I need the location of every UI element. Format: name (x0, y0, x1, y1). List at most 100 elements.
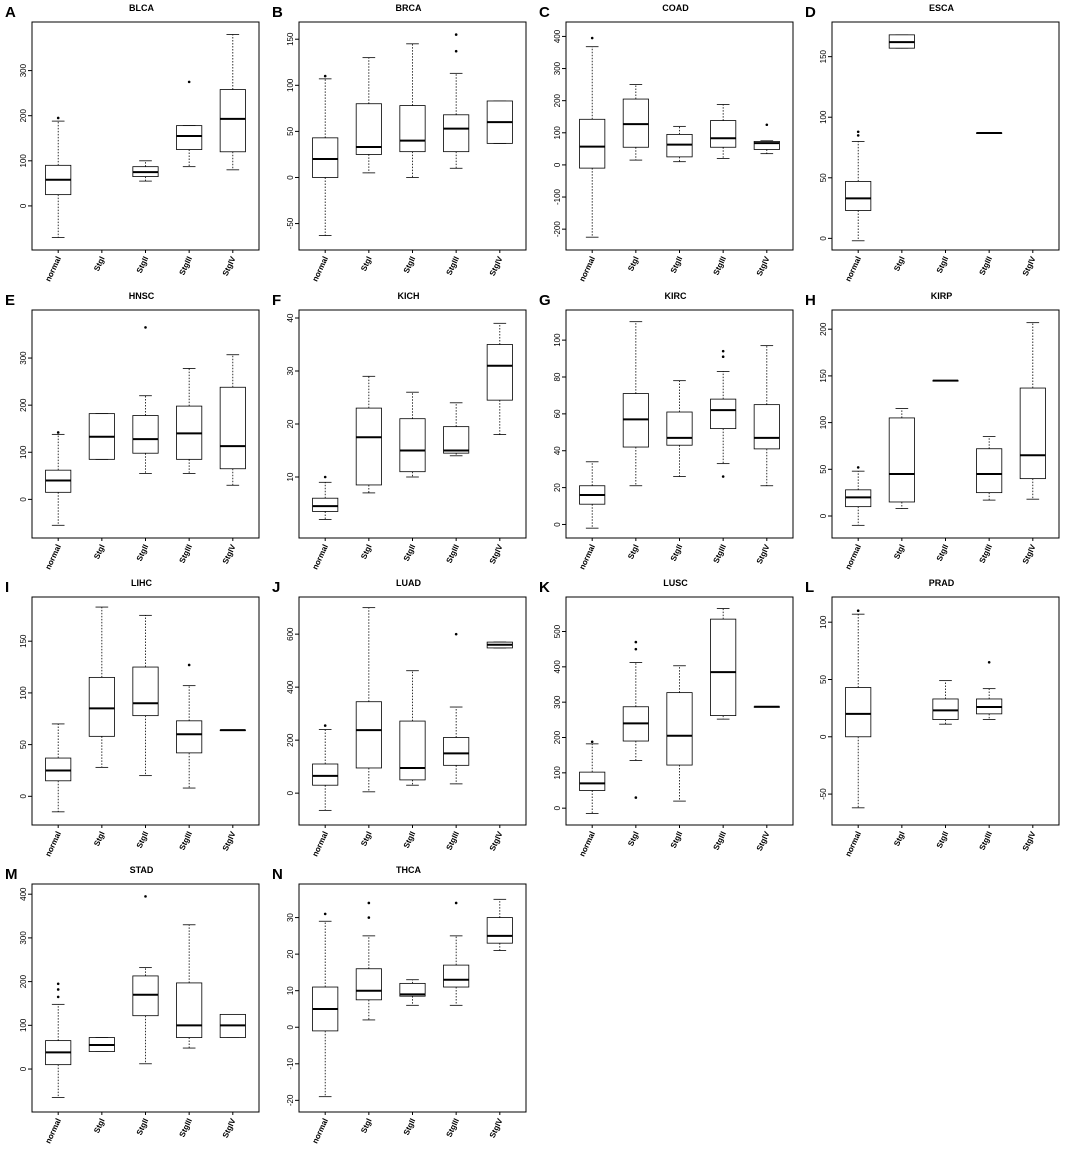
iqr-box (355, 407, 382, 486)
x-tick-label: StgI (92, 255, 107, 272)
x-tick-label: StgIII (978, 830, 994, 852)
y-tick-label: 0 (819, 236, 828, 241)
y-tick-label: 0 (553, 522, 562, 527)
x-tick-label: StgIV (221, 1116, 238, 1139)
panel-title: PRAD (929, 578, 955, 588)
y-tick-label: 500 (553, 624, 562, 638)
box-stgiii (176, 368, 203, 474)
box-stgii (132, 326, 159, 474)
x-tick-label: normal (311, 255, 330, 283)
iqr-box (312, 137, 339, 178)
box-stgiv (486, 898, 513, 951)
iqr-box (132, 666, 159, 717)
outlier-point (765, 123, 769, 127)
panel-letter: B (272, 4, 283, 21)
box-stgi (355, 607, 382, 793)
outlier-point (323, 724, 327, 727)
y-tick-label: -10 (286, 1057, 295, 1069)
box-normal (312, 912, 339, 1098)
y-tick-label: 50 (819, 173, 828, 182)
iqr-box (399, 418, 426, 473)
box-stgiii (976, 436, 1003, 501)
iqr-box (710, 398, 737, 430)
y-tick-label: 60 (553, 409, 562, 418)
panel-letter: K (539, 579, 550, 596)
iqr-box (710, 120, 737, 148)
y-tick-label: 50 (19, 740, 28, 749)
panel-letter: G (539, 292, 551, 309)
iqr-box (219, 89, 246, 153)
y-tick-label: -20 (286, 1094, 295, 1106)
panel-title: BRCA (396, 3, 422, 13)
x-tick-label: StgII (669, 543, 684, 563)
iqr-box (355, 701, 382, 769)
y-tick-label: 300 (553, 61, 562, 75)
outlier-point (856, 134, 860, 137)
iqr-box (176, 720, 203, 754)
y-tick-label: 300 (19, 351, 28, 365)
box-stgi (88, 606, 115, 768)
y-tick-label: 100 (819, 415, 828, 429)
y-tick-label: 80 (553, 372, 562, 381)
box-normal (579, 461, 606, 529)
panel-kirc: G KIRC 0 20 40 60 80 100 normal StgI StgII StgIII St… (539, 291, 794, 571)
box-stgii (132, 614, 159, 777)
box-stgiii (176, 80, 203, 168)
box-stgiv (486, 322, 513, 436)
x-tick-label: normal (44, 543, 63, 571)
y-tick-label: 100 (819, 615, 828, 629)
panel-letter: A (5, 4, 16, 21)
box-stgi (622, 640, 649, 799)
outlier-point (987, 660, 991, 664)
y-tick-label: 50 (819, 674, 828, 683)
box-stgii (666, 125, 693, 163)
y-tick-label: 50 (286, 126, 295, 135)
x-tick-label: StgIV (221, 829, 238, 852)
iqr-box (219, 386, 246, 470)
box-stgiv (219, 1013, 246, 1038)
panel-kirp: H KIRP 0 50 100 150 200 normal StgI StgII StgIII St… (805, 291, 1060, 571)
panel-lusc: K LUSC 0 100 200 300 400 500 normal StgI StgII StgI… (539, 578, 794, 858)
outlier-point (56, 116, 60, 120)
box-stgi (622, 84, 649, 161)
y-tick-label: 200 (553, 93, 562, 107)
y-tick-label: 400 (286, 680, 295, 694)
x-tick-label: normal (311, 1117, 330, 1145)
panel-letter: D (805, 4, 816, 21)
box-normal (312, 724, 339, 811)
x-tick-label: StgII (402, 255, 417, 275)
box-stgiii (710, 349, 737, 478)
y-tick-label: 200 (553, 730, 562, 744)
box-stgi (622, 321, 649, 487)
x-tick-label: StgIII (178, 543, 194, 565)
x-tick-label: StgIII (712, 255, 728, 277)
y-tick-label: 20 (286, 419, 295, 428)
y-tick-label: 300 (19, 63, 28, 77)
x-tick-label: StgI (92, 543, 107, 560)
iqr-box (399, 105, 426, 153)
x-tick-label: normal (578, 830, 597, 858)
y-tick-label: 600 (286, 627, 295, 641)
panel-title: COAD (662, 3, 689, 13)
box-stgii (399, 43, 426, 178)
box-stgi (355, 901, 382, 1021)
y-tick-label: -50 (286, 217, 295, 229)
y-tick-label: 150 (286, 32, 295, 46)
x-tick-label: StgI (359, 830, 374, 847)
panel-letter: H (805, 292, 816, 309)
box-stgii (666, 665, 693, 802)
x-tick-label: normal (578, 255, 597, 283)
box-stgii (399, 979, 426, 1006)
x-tick-label: StgIII (445, 255, 461, 277)
panel-title: STAD (130, 865, 154, 875)
x-tick-label: StgIII (445, 830, 461, 852)
iqr-box (312, 497, 339, 512)
outlier-point (634, 640, 638, 644)
iqr-box (932, 698, 959, 720)
outlier-point (187, 80, 191, 84)
outlier-point (856, 130, 860, 134)
x-tick-label: StgII (402, 830, 417, 850)
box-normal (579, 740, 606, 814)
y-tick-label: -200 (553, 221, 562, 238)
x-tick-label: StgII (402, 1117, 417, 1137)
